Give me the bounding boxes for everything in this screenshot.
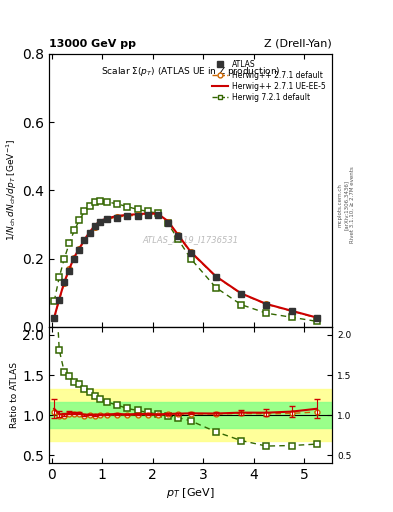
Y-axis label: Ratio to ATLAS: Ratio to ATLAS [11,362,20,428]
Bar [49,390,332,441]
Text: Scalar $\Sigma(p_T)$ (ATLAS UE in Z production): Scalar $\Sigma(p_T)$ (ATLAS UE in Z prod… [101,65,280,78]
Legend: ATLAS, Herwig++ 2.7.1 default, Herwig++ 2.7.1 UE-EE-5, Herwig 7.2.1 default: ATLAS, Herwig++ 2.7.1 default, Herwig++ … [209,57,328,104]
Text: ATLAS_2019_I1736531: ATLAS_2019_I1736531 [143,235,239,244]
Y-axis label: $1/N_{\rm ch}\,dN_{\rm ch}/dp_T\;[\mathrm{GeV}^{-1}]$: $1/N_{\rm ch}\,dN_{\rm ch}/dp_T\;[\mathr… [5,139,20,242]
Text: mcplots.cern.ch: mcplots.cern.ch [337,183,342,227]
X-axis label: $p_T$ [GeV]: $p_T$ [GeV] [166,486,215,500]
Text: Z (Drell-Yan): Z (Drell-Yan) [264,38,332,49]
Text: 13000 GeV pp: 13000 GeV pp [49,38,136,49]
Text: [arXiv:1306.3436]: [arXiv:1306.3436] [343,180,349,230]
Text: Rivet 3.1.10, ≥ 2.7M events: Rivet 3.1.10, ≥ 2.7M events [350,166,355,243]
Bar [49,402,332,428]
